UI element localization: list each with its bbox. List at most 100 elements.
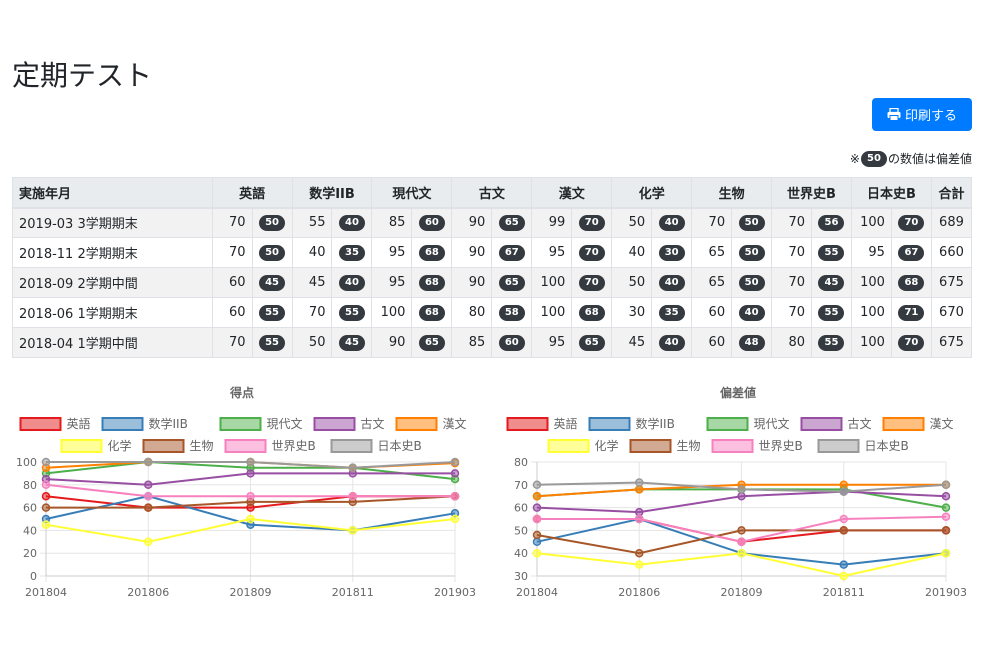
x-tick-label: 201811 — [332, 586, 374, 599]
deviation-badge: 65 — [578, 335, 605, 351]
legend-item: 生物 — [629, 439, 701, 453]
legend-item: 日本史B — [330, 439, 422, 453]
column-header: 漢文 — [531, 177, 613, 209]
deviation-cell: 60 — [411, 207, 453, 238]
score-cell: 90 — [451, 207, 493, 238]
data-point — [635, 514, 644, 524]
deviation-badge: 67 — [898, 245, 925, 261]
deviation-badge: 45 — [818, 275, 845, 291]
total-cell: 675 — [930, 327, 973, 358]
deviation-cell: 70 — [890, 327, 932, 358]
score-cell: 40 — [611, 237, 653, 268]
y-tick-label: 30 — [514, 570, 528, 583]
deviation-cell: 30 — [651, 237, 693, 268]
deviation-cell: 50 — [731, 207, 773, 238]
data-point — [941, 548, 951, 558]
deviation-badge: 55 — [818, 305, 845, 321]
score-cell: 45 — [291, 267, 333, 298]
scores-table: 実施年月 英語 数学IIB 現代文 古文 漢文 化学 生物 世界史B 日本史B … — [12, 177, 973, 358]
legend-label: 生物 — [190, 439, 214, 453]
deviation-cell: 55 — [251, 297, 293, 328]
deviation-cell: 68 — [571, 297, 613, 328]
y-tick-label: 60 — [514, 502, 528, 515]
legend-item: 日本史B — [817, 439, 909, 453]
table-row: 2018-04 1学期中間 70 55 50 45 90 65 85 60 95 65 45 40 60 4… — [12, 327, 973, 358]
deviation-cell: 68 — [890, 267, 932, 298]
data-point — [41, 491, 51, 501]
deviation-badge: 55 — [818, 245, 845, 261]
print-button[interactable]: 印刷する — [872, 98, 972, 131]
column-header: 化学 — [611, 177, 693, 209]
score-cell: 100 — [531, 267, 573, 298]
legend-item: 世界史B — [224, 439, 316, 453]
data-point — [246, 457, 255, 467]
data-point — [635, 560, 644, 569]
deviation-cell: 40 — [731, 297, 773, 328]
legend-swatch — [60, 439, 103, 453]
score-cell: 70 — [771, 237, 812, 268]
note-badge: 50 — [860, 150, 887, 167]
column-header: 世界史B — [771, 177, 852, 209]
score-cell: 40 — [291, 237, 333, 268]
y-tick-label: 80 — [23, 479, 37, 492]
deviation-badge: 30 — [658, 245, 685, 261]
legend-item: 漢文 — [395, 416, 467, 431]
deviation-cell: 70 — [571, 207, 613, 238]
legend-item: 英語 — [19, 416, 91, 431]
score-cell: 85 — [371, 207, 413, 238]
score-cell: 80 — [771, 327, 812, 358]
deviation-badge: 58 — [498, 305, 525, 321]
deviation-badge: 55 — [818, 335, 845, 351]
deviation-badge: 40 — [658, 335, 685, 351]
score-cell: 30 — [611, 297, 653, 328]
legend-swatch — [224, 439, 267, 453]
deviation-cell: 40 — [331, 267, 373, 298]
data-point — [348, 463, 357, 472]
x-tick-label: 201804 — [25, 586, 67, 599]
note-text: の数値は偏差値 — [887, 152, 972, 166]
score-cell: 95 — [850, 237, 892, 268]
score-chart-title: 得点 — [229, 386, 254, 400]
legend-item: 現代文 — [219, 416, 303, 431]
legend-item: 漢文 — [882, 416, 954, 431]
data-point — [941, 526, 951, 535]
deviation-badge: 70 — [898, 215, 925, 232]
deviation-cell: 60 — [491, 327, 533, 358]
data-point — [635, 485, 644, 494]
data-point — [737, 526, 746, 535]
y-tick-label: 40 — [514, 547, 528, 560]
data-point — [450, 514, 460, 524]
legend-swatch — [882, 417, 925, 431]
total-cell: 675 — [930, 267, 973, 298]
deviation-badge: 55 — [259, 335, 286, 351]
deviation-badge: 68 — [578, 305, 605, 321]
data-point — [41, 480, 51, 490]
legend-item: 世界史B — [711, 439, 803, 453]
legend-swatch — [19, 417, 62, 431]
score-cell: 70 — [771, 267, 812, 298]
table-row: 2018-09 2学期中間 60 45 45 40 95 68 90 65 100 70 50 40 65… — [12, 267, 973, 298]
exam-date-cell: 2018-09 2学期中間 — [12, 267, 213, 298]
data-point — [532, 530, 542, 540]
data-point — [348, 526, 357, 535]
y-tick-label: 100 — [16, 456, 37, 469]
deviation-cell: 40 — [651, 267, 693, 298]
deviation-cell: 48 — [731, 327, 773, 358]
legend-swatch — [817, 439, 860, 453]
deviation-cell: 45 — [251, 267, 293, 298]
data-point — [41, 503, 51, 512]
deviation-badge: 68 — [418, 305, 445, 321]
data-point — [246, 491, 255, 501]
legend-item: 古文 — [800, 416, 872, 431]
data-point — [737, 491, 746, 501]
data-point — [532, 537, 542, 547]
legend-label: 現代文 — [267, 416, 303, 431]
legend-swatch — [395, 417, 438, 431]
score-cell: 50 — [291, 327, 333, 358]
page-title: 定期テスト — [12, 59, 153, 92]
score-cell: 65 — [691, 267, 733, 298]
score-cell: 60 — [691, 297, 733, 328]
legend-label: 日本史B — [378, 439, 422, 453]
legend-swatch — [219, 417, 262, 431]
score-cell: 100 — [371, 297, 413, 328]
